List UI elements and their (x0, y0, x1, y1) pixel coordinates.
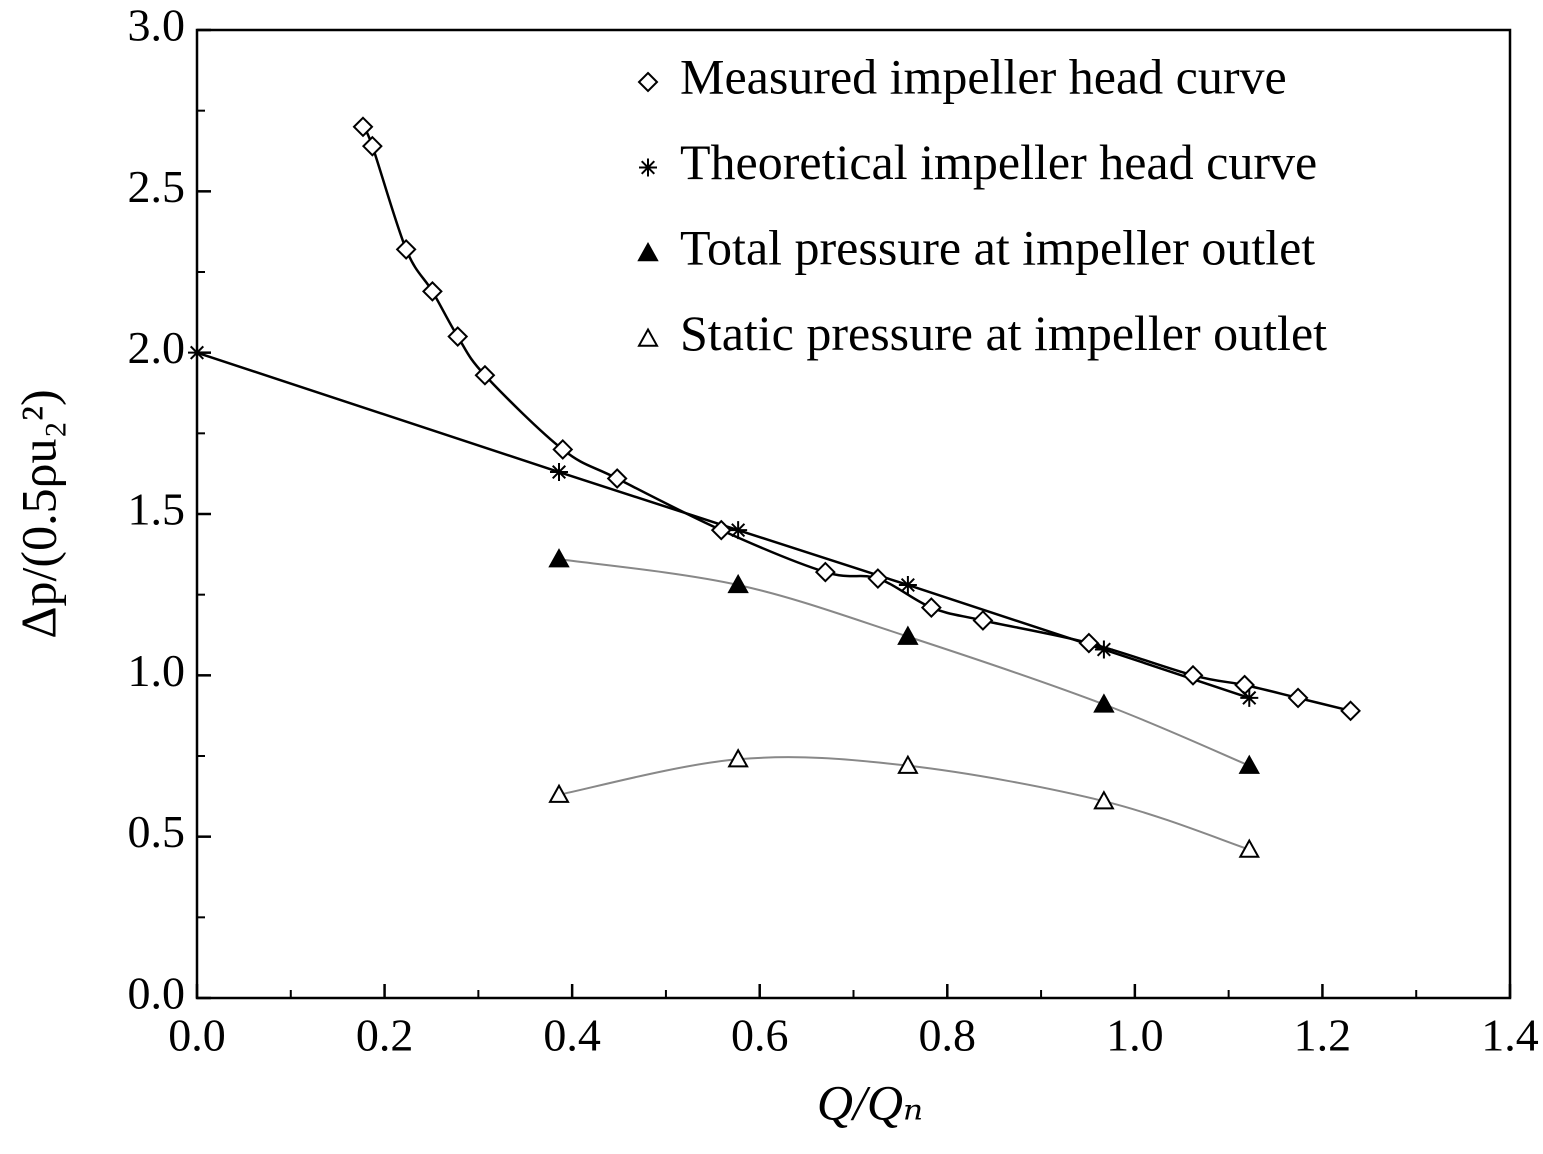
marker-diamond (421, 280, 443, 302)
marker-diamond (710, 519, 732, 541)
legend-label: Measured impeller head curve (680, 48, 1287, 104)
y-tick-label: 2.0 (128, 322, 186, 373)
marker-diamond (395, 238, 417, 260)
marker-triangle (897, 625, 919, 645)
marker-diamond (1078, 632, 1100, 654)
marker-triangle (727, 748, 749, 768)
marker-diamond (814, 561, 836, 583)
marker-diamond (1340, 700, 1361, 722)
marker-triangle (637, 241, 659, 262)
marker-diamond (920, 597, 942, 618)
y-tick-label: 0.0 (128, 968, 186, 1019)
marker-triangle (548, 548, 570, 568)
y-tick-label: 3.0 (128, 0, 186, 51)
marker-diamond (867, 568, 889, 589)
marker-triangle (897, 754, 919, 774)
x-tick-label: 0.4 (543, 1010, 601, 1061)
x-tick-label: 0.2 (356, 1010, 414, 1061)
marker-asterisk (1094, 640, 1113, 659)
marker-triangle (1238, 754, 1260, 774)
marker-triangle (548, 783, 570, 803)
marker-diamond (447, 326, 469, 347)
y-tick-label: 0.5 (128, 806, 186, 857)
marker-asterisk (729, 521, 748, 540)
y-axis-label: Δp/(0.5ρu₂²) (10, 389, 66, 638)
marker-triangle (727, 573, 749, 594)
marker-diamond (361, 135, 383, 157)
x-tick-label: 0.8 (919, 1010, 977, 1061)
x-axis-label: Q/Qₙ (817, 1074, 923, 1130)
marker-triangle (1093, 790, 1115, 810)
marker-diamond (972, 610, 994, 631)
marker-diamond (474, 364, 496, 386)
marker-triangle (637, 327, 659, 347)
marker-diamond (1234, 674, 1256, 696)
x-tick-label: 0.0 (168, 1010, 226, 1061)
y-tick-label: 1.0 (128, 645, 186, 696)
y-tick-label: 1.5 (128, 484, 186, 535)
marker-asterisk (639, 158, 657, 177)
marker-asterisk (1240, 688, 1259, 707)
marker-diamond (352, 116, 374, 138)
series-line (361, 126, 1351, 713)
marker-diamond (1182, 664, 1204, 686)
marker-diamond (1287, 687, 1309, 709)
legend-label: Static pressure at impeller outlet (680, 305, 1327, 361)
legend-label: Theoretical impeller head curve (680, 134, 1317, 190)
marker-asterisk (550, 463, 569, 482)
marker-diamond (552, 439, 574, 460)
legend-label: Total pressure at impeller outlet (680, 219, 1315, 275)
marker-triangle (1238, 838, 1260, 858)
series-line (196, 351, 1250, 700)
x-tick-label: 0.6 (731, 1010, 789, 1061)
marker-asterisk (188, 343, 206, 362)
marker-diamond (637, 71, 659, 93)
marker-diamond (606, 468, 628, 489)
marker-triangle (1093, 693, 1115, 713)
marker-asterisk (898, 575, 917, 594)
y-tick-label: 2.5 (128, 161, 186, 212)
x-tick-label: 1.2 (1294, 1010, 1352, 1061)
x-tick-label: 1.0 (1106, 1010, 1164, 1061)
x-tick-label: 1.4 (1481, 1010, 1539, 1061)
